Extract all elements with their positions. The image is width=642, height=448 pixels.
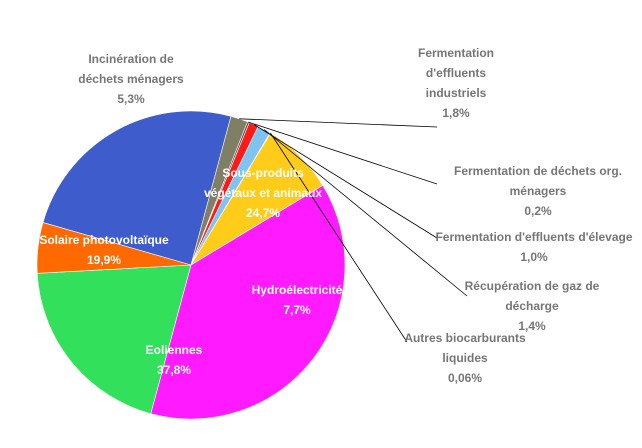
pie-slice-7 xyxy=(150,184,346,420)
pie-slice-8 xyxy=(36,264,192,415)
slice-label-1: Fermentation d'effluents industriels 1,8% xyxy=(418,46,494,120)
leader-line-1 xyxy=(239,118,438,128)
leader-line-5 xyxy=(270,132,408,343)
slice-label-9: Incinération de déchets ménagers 5,3% xyxy=(78,52,184,106)
slice-label-7: Eoliennes 37,8% xyxy=(146,343,203,377)
pie-slice-9 xyxy=(36,222,192,274)
slice-label-4: Récupération de gaz de décharge 1,4% xyxy=(465,279,600,333)
leader-line-4 xyxy=(263,129,468,297)
slice-label-3: Fermentation d'effluents d'élevage 1,0% xyxy=(435,230,632,264)
slice-labels: Sous-produits végétaux et animaux 24,7% Fer… xyxy=(39,46,633,385)
slice-label-0: Sous-produits végétaux et animaux 24,7% xyxy=(204,166,322,220)
pie-slice-0 xyxy=(42,110,232,266)
slice-label-2: Fermentation de déchets org. ménagers 0,2% xyxy=(454,164,622,218)
slice-label-5: Autres biocarburants liquides 0,06% xyxy=(404,331,526,385)
pie-slices xyxy=(36,110,346,420)
leader-line-2 xyxy=(248,121,438,185)
slice-label-6: Hydroélectricité 7,7% xyxy=(252,283,343,317)
leader-lines xyxy=(239,118,468,343)
leader-line-3 xyxy=(253,124,438,239)
slice-label-8: Solaire photovoltaïque 19,9% xyxy=(39,233,169,267)
